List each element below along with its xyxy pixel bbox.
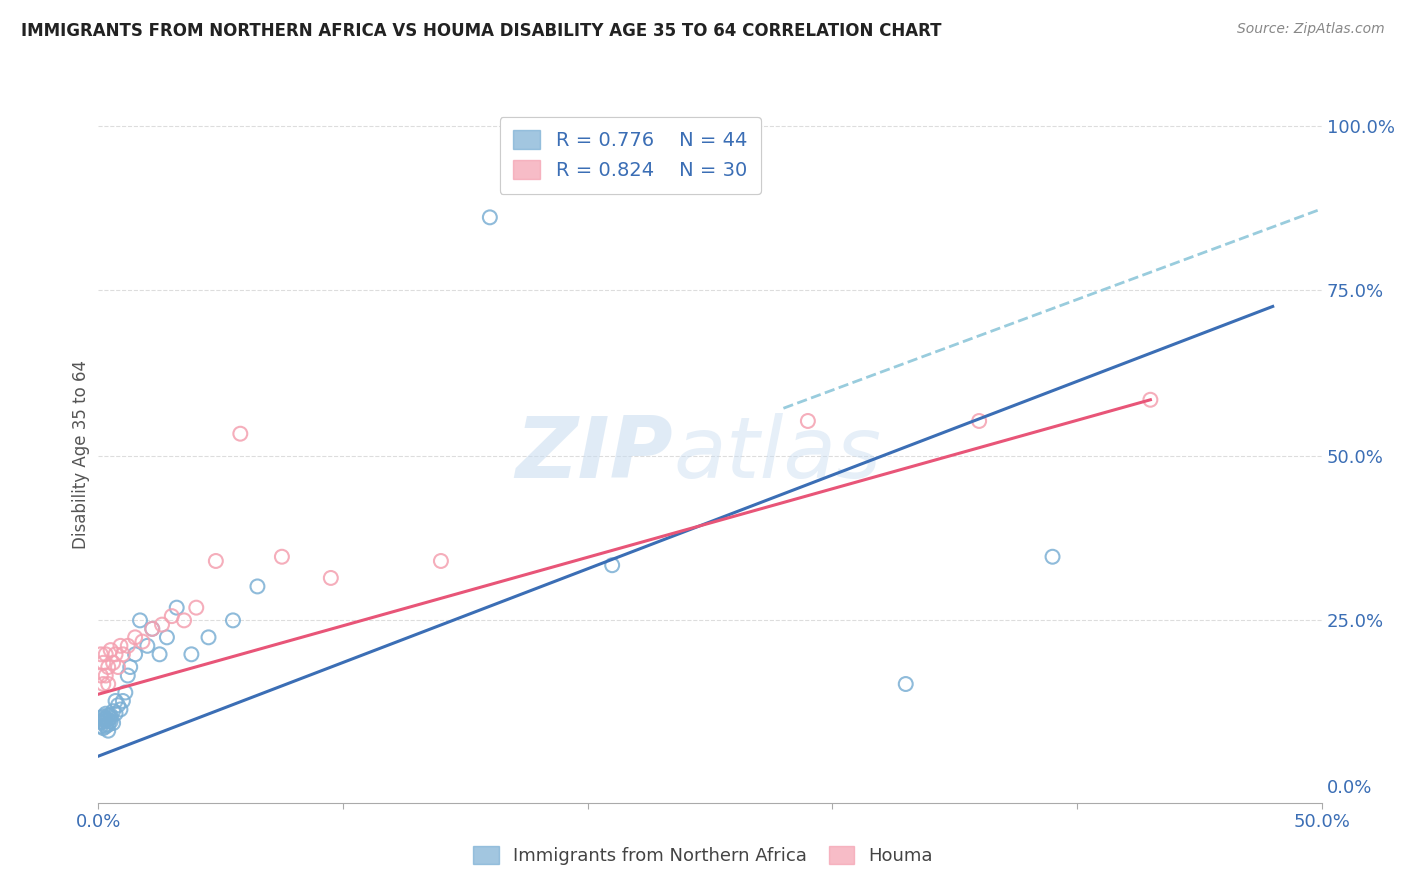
- Point: [107, 660, 129, 674]
- Point: [91, 715, 114, 730]
- Point: [205, 554, 228, 568]
- Point: [90, 668, 112, 682]
- Point: [90, 715, 112, 730]
- Point: [129, 613, 152, 627]
- Point: [319, 571, 342, 585]
- Point: [111, 648, 134, 662]
- Text: IMMIGRANTS FROM NORTHERN AFRICA VS HOUMA DISABILITY AGE 35 TO 64 CORRELATION CHA: IMMIGRANTS FROM NORTHERN AFRICA VS HOUMA…: [21, 22, 942, 40]
- Point: [97, 717, 120, 731]
- Point: [94, 648, 117, 662]
- Point: [156, 631, 179, 645]
- Legend: Immigrants from Northern Africa, Houma: Immigrants from Northern Africa, Houma: [464, 838, 942, 874]
- Point: [600, 558, 623, 573]
- Point: [430, 554, 453, 568]
- Point: [110, 639, 132, 653]
- Point: [136, 639, 159, 653]
- Point: [97, 660, 120, 674]
- Point: [131, 634, 153, 648]
- Point: [150, 617, 173, 632]
- Point: [97, 708, 120, 723]
- Point: [104, 694, 127, 708]
- Point: [91, 721, 114, 735]
- Point: [110, 702, 132, 716]
- Point: [478, 211, 501, 225]
- Point: [246, 579, 269, 593]
- Point: [91, 713, 114, 727]
- Point: [100, 711, 122, 725]
- Point: [104, 648, 127, 662]
- Point: [94, 668, 117, 682]
- Point: [100, 714, 122, 729]
- Point: [120, 660, 142, 674]
- Point: [797, 414, 820, 428]
- Point: [160, 609, 183, 624]
- Point: [173, 613, 195, 627]
- Text: atlas: atlas: [673, 413, 882, 497]
- Point: [90, 711, 112, 725]
- Point: [94, 719, 117, 733]
- Point: [101, 716, 124, 731]
- Point: [90, 648, 112, 662]
- Text: ZIP: ZIP: [516, 413, 673, 497]
- Point: [166, 600, 188, 615]
- Point: [97, 677, 120, 691]
- Point: [149, 648, 172, 662]
- Y-axis label: Disability Age 35 to 64: Disability Age 35 to 64: [72, 360, 90, 549]
- Point: [100, 708, 122, 723]
- Point: [180, 648, 202, 662]
- Point: [90, 719, 112, 733]
- Point: [967, 414, 990, 428]
- Point: [97, 713, 120, 727]
- Text: Source: ZipAtlas.com: Source: ZipAtlas.com: [1237, 22, 1385, 37]
- Point: [107, 698, 129, 713]
- Point: [91, 709, 114, 723]
- Point: [270, 549, 294, 564]
- Point: [104, 706, 127, 721]
- Point: [141, 622, 163, 636]
- Point: [97, 723, 120, 738]
- Point: [186, 600, 208, 615]
- Point: [94, 706, 117, 721]
- Point: [94, 717, 117, 731]
- Point: [100, 643, 122, 657]
- Point: [222, 613, 245, 627]
- Point: [101, 656, 124, 670]
- Point: [124, 648, 146, 662]
- Point: [114, 685, 136, 699]
- Legend: R = 0.776    N = 44, R = 0.824    N = 30: R = 0.776 N = 44, R = 0.824 N = 30: [499, 117, 761, 194]
- Point: [111, 694, 134, 708]
- Point: [94, 711, 117, 725]
- Point: [1042, 549, 1064, 564]
- Point: [197, 631, 219, 645]
- Point: [141, 622, 163, 636]
- Point: [894, 677, 917, 691]
- Point: [94, 714, 117, 728]
- Point: [1139, 392, 1161, 407]
- Point: [117, 668, 139, 682]
- Point: [117, 639, 139, 653]
- Point: [91, 677, 114, 691]
- Point: [124, 631, 146, 645]
- Point: [101, 704, 124, 718]
- Point: [229, 426, 252, 441]
- Point: [91, 656, 114, 670]
